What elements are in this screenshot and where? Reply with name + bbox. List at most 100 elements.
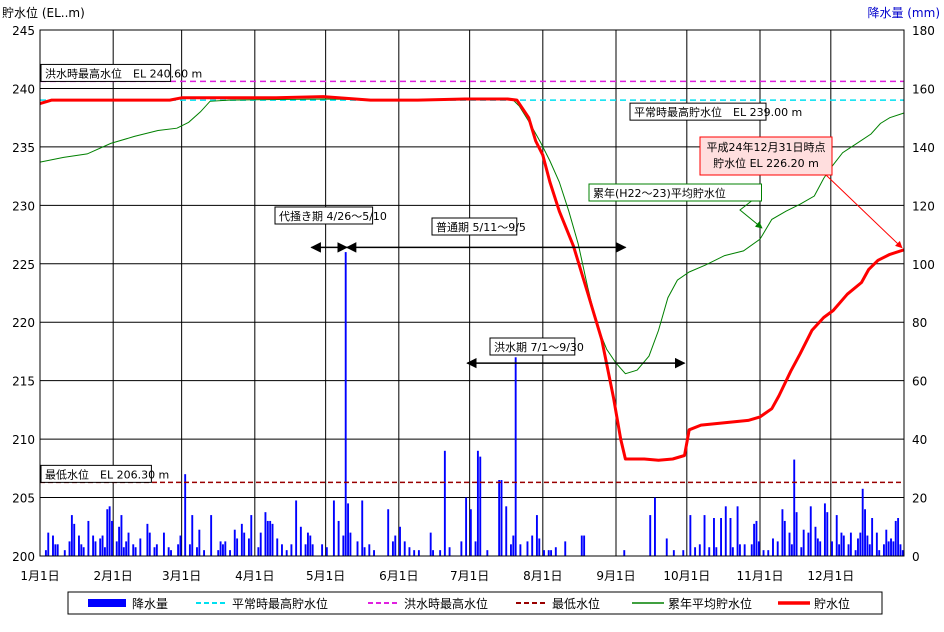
month-tick-label: 12月1日 bbox=[807, 569, 854, 583]
rainfall-bar bbox=[498, 480, 501, 556]
rainfall-bar bbox=[842, 535, 845, 556]
right-tick-label: 160 bbox=[912, 82, 935, 96]
rainfall-bar bbox=[550, 550, 553, 556]
rainfall-bar bbox=[373, 550, 375, 556]
rainfall-bar bbox=[170, 550, 172, 556]
left-tick-label: 225 bbox=[12, 258, 35, 272]
rainfall-bar bbox=[698, 544, 701, 556]
rainfall-bar bbox=[99, 538, 102, 556]
rainfall-bar bbox=[878, 550, 881, 556]
legend-label: 最低水位 bbox=[552, 596, 600, 611]
flood-max-label-box bbox=[40, 63, 172, 82]
right-tick-label: 20 bbox=[912, 492, 927, 506]
rainfall-bar bbox=[443, 450, 446, 556]
rainfall-bar bbox=[479, 456, 482, 556]
rainfall-bar bbox=[203, 550, 206, 556]
rainfall-bar bbox=[115, 541, 118, 556]
rainfall-bar bbox=[276, 538, 279, 556]
rainfall-bar bbox=[654, 497, 656, 556]
rainfall-bar bbox=[882, 544, 885, 556]
rainfall-bar bbox=[196, 547, 198, 556]
rainfall-bar bbox=[526, 541, 529, 556]
left-axis-title: 貯水位 (EL..m) bbox=[2, 5, 85, 20]
rainfall-bar bbox=[198, 529, 201, 556]
rainfall-bar bbox=[505, 506, 508, 556]
rainfall-bar bbox=[106, 509, 109, 556]
average-label-arrow bbox=[739, 200, 763, 229]
rainfall-bar bbox=[177, 544, 180, 556]
rainfall-bar bbox=[80, 544, 83, 556]
period-label: 洪水期 7/1～9/30 bbox=[494, 340, 584, 354]
period-label-box bbox=[489, 337, 576, 356]
left-tick-label: 230 bbox=[12, 199, 35, 213]
plot-border bbox=[39, 29, 905, 557]
rainfall-bar bbox=[408, 547, 411, 556]
rainfall-bar bbox=[432, 550, 434, 556]
right-tick-label: 0 bbox=[912, 550, 920, 564]
rainfall-bar bbox=[108, 506, 111, 556]
rainfall-bar bbox=[781, 509, 784, 556]
rainfall-bar bbox=[835, 515, 838, 556]
rainfall-bar bbox=[826, 512, 829, 556]
reservoir-level-line bbox=[39, 95, 905, 462]
rainfall-bar bbox=[266, 520, 269, 556]
left-tick-label: 245 bbox=[12, 24, 35, 38]
rainfall-bar bbox=[184, 474, 187, 556]
left-tick-label: 200 bbox=[12, 550, 35, 564]
average-label-text: 累年(H22～23)平均貯水位 bbox=[593, 186, 726, 200]
rainfall-bar bbox=[736, 506, 739, 556]
rainfall-bar bbox=[155, 544, 158, 556]
rainfall-bar bbox=[44, 550, 47, 556]
rainfall-bar bbox=[474, 541, 477, 556]
rainfall-bar bbox=[68, 541, 71, 556]
rainfall-bar bbox=[753, 523, 756, 556]
rainfall-bar bbox=[819, 541, 822, 556]
average-level-line bbox=[39, 98, 905, 375]
rainfall-bar bbox=[795, 512, 798, 556]
rainfall-bar bbox=[240, 523, 243, 556]
month-tick-label: 7月1日 bbox=[450, 569, 489, 583]
rainfall-bar bbox=[417, 550, 420, 556]
legend: 降水量 平常時最高貯水位 洪水時最高水位 最低水位 累年平均貯水位 貯水位 bbox=[67, 591, 883, 615]
rainfall-bar bbox=[887, 541, 890, 556]
rainfall-bar bbox=[823, 503, 826, 556]
rainfall-bar bbox=[871, 518, 874, 556]
rainfall-bar bbox=[47, 532, 50, 556]
rainfall-bar bbox=[285, 550, 288, 556]
rainfall-bar bbox=[901, 550, 904, 556]
current-level-box bbox=[699, 136, 833, 176]
rainfall-bar bbox=[500, 480, 503, 556]
rainfall-bar bbox=[394, 535, 397, 556]
rainfall-bar bbox=[356, 541, 359, 556]
normal-max-label: 平常時最高貯水位 EL 239.00 m bbox=[634, 105, 802, 119]
rainfall-bar bbox=[219, 541, 222, 556]
rainfall-bar bbox=[387, 509, 390, 556]
rainfall-bar bbox=[776, 541, 779, 556]
rainfall-bar bbox=[229, 550, 231, 556]
rainfall-bar bbox=[708, 547, 711, 556]
rainfall-bar bbox=[743, 544, 746, 556]
right-tick-label: 180 bbox=[912, 24, 935, 38]
period-label: 普通期 5/11～9/5 bbox=[436, 220, 526, 234]
rainfall-bar bbox=[52, 535, 54, 556]
rainfall-bar bbox=[682, 550, 685, 556]
legend-label: 洪水時最高水位 bbox=[404, 596, 488, 611]
rainfall-bar bbox=[720, 518, 722, 556]
rainfall-bar bbox=[807, 532, 810, 556]
rainfall-bar bbox=[188, 544, 191, 556]
left-tick-label: 205 bbox=[12, 492, 35, 506]
rainfall-bar bbox=[564, 541, 567, 556]
rainfall-bar bbox=[191, 515, 194, 556]
rainfall-bar bbox=[757, 541, 760, 556]
rainfall-bar bbox=[368, 544, 371, 556]
rainfall-bar bbox=[465, 497, 468, 556]
rainfall-bar bbox=[831, 541, 833, 556]
rainfall-bar bbox=[476, 450, 479, 556]
rainfall-bar bbox=[264, 512, 267, 556]
right-tick-label: 120 bbox=[912, 199, 935, 213]
rainfall-bar bbox=[793, 459, 796, 556]
rainfall-bar bbox=[257, 547, 260, 556]
rainfall-bar bbox=[153, 547, 156, 556]
rainfall-bar bbox=[391, 541, 394, 556]
right-tick-label: 80 bbox=[912, 316, 927, 330]
